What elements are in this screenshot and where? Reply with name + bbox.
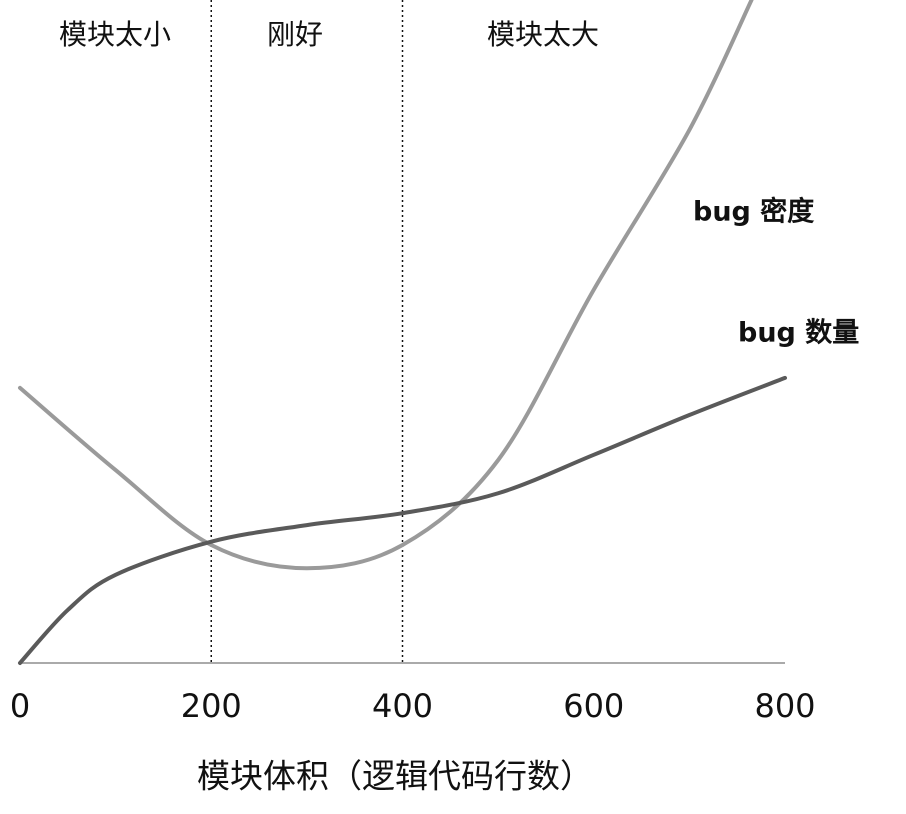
x-tick-label: 600 <box>563 687 624 725</box>
x-tick-label: 400 <box>372 687 433 725</box>
line <box>18 0 754 571</box>
x-tick-label: 800 <box>754 687 815 725</box>
region-label: 模块太小 <box>59 18 171 51</box>
x-tick-label: 200 <box>181 687 242 725</box>
region-label: 模块太大 <box>487 18 599 51</box>
series-label: bug 数量 <box>738 318 859 349</box>
series-label: bug 密度 <box>693 196 814 228</box>
region-label: 刚好 <box>267 18 323 51</box>
x-axis-label: 模块体积（逻辑代码行数） <box>197 757 593 796</box>
line <box>18 375 787 665</box>
x-tick-label: 0 <box>10 687 30 725</box>
